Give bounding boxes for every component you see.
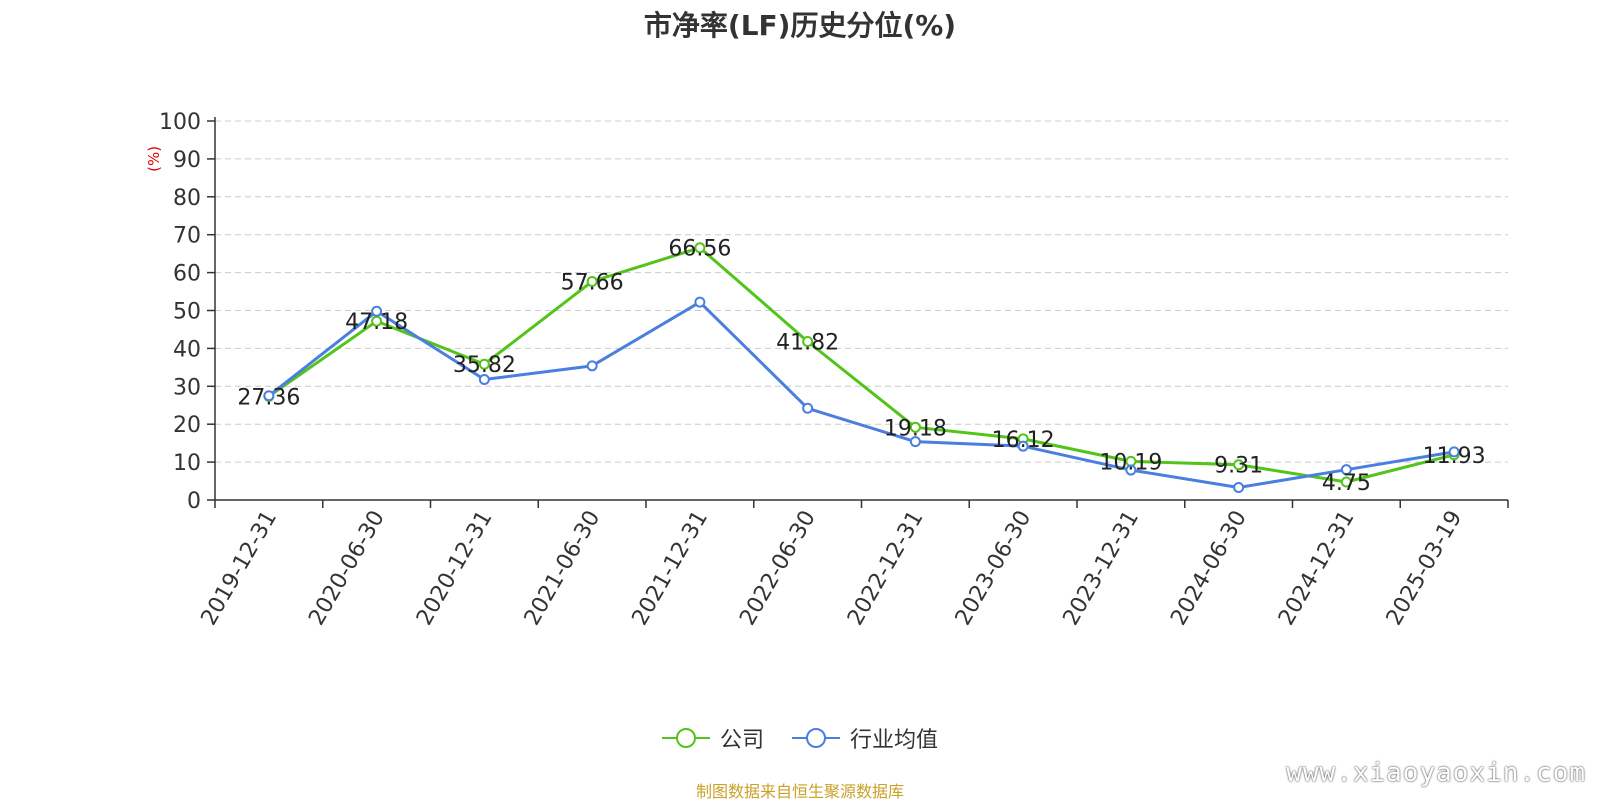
data-label: 47.18 <box>345 310 408 335</box>
data-label: 41.82 <box>776 331 839 356</box>
x-tick-label: 2022-06-30 <box>735 507 821 630</box>
y-tick-label: 30 <box>173 375 201 400</box>
data-label: 11.93 <box>1423 444 1486 469</box>
data-label: 10.19 <box>1099 450 1162 475</box>
data-point <box>1125 464 1137 476</box>
y-tick-label: 60 <box>173 262 201 287</box>
data-point <box>478 373 490 385</box>
data-point <box>478 358 490 370</box>
series-line-company <box>268 246 1455 484</box>
data-point <box>263 390 275 402</box>
chart-title: 市净率(LF)历史分位(%) <box>643 9 957 42</box>
data-point <box>909 436 921 448</box>
x-tick-label: 2020-12-31 <box>412 507 498 630</box>
data-label: 35.82 <box>453 353 516 378</box>
x-tick-label: 2021-06-30 <box>520 507 606 630</box>
x-tick-label: 2021-12-31 <box>627 507 713 630</box>
y-tick-label: 70 <box>173 224 201 249</box>
legend-label: 行业均值 <box>850 728 939 753</box>
y-tick-label: 80 <box>173 186 201 211</box>
data-point <box>1233 459 1245 471</box>
data-point <box>1017 440 1029 452</box>
data-point <box>371 305 383 317</box>
data-point <box>802 336 814 348</box>
data-label: 19.18 <box>884 416 947 441</box>
legend-marker-icon <box>661 728 710 748</box>
y-tick-label: 0 <box>187 489 201 514</box>
y-axis-label: (%) <box>145 146 163 172</box>
y-tick-label: 20 <box>173 413 201 438</box>
x-tick-label: 2023-12-31 <box>1058 507 1144 630</box>
legend-item-industry-average[interactable]: 行业均值 <box>792 722 938 754</box>
axis-layer: 0 10 20 30 40 50 60 70 80 90 100 (%) 2019-12-31 2020-… <box>145 110 1509 630</box>
data-label: 9.31 <box>1214 454 1263 479</box>
y-tick-label: 10 <box>173 451 201 476</box>
data-label: 16.12 <box>992 428 1055 453</box>
data-point <box>1340 476 1352 488</box>
data-point <box>802 402 814 414</box>
grid-layer <box>215 120 1508 463</box>
data-point <box>1340 464 1352 476</box>
data-point <box>586 275 598 287</box>
x-tick-label: 2024-12-31 <box>1274 507 1360 630</box>
data-label: 27.36 <box>237 385 300 410</box>
y-tick-label: 90 <box>173 148 201 173</box>
data-point <box>1233 481 1245 493</box>
source-note: 制图数据来自恒生聚源数据库 <box>695 782 904 801</box>
series-line-industry-average <box>267 300 1455 489</box>
data-label: 66.56 <box>668 237 731 262</box>
x-tick-label: 2022-12-31 <box>843 507 929 630</box>
legend: 公司 行业均值 <box>0 722 1600 754</box>
x-tick-label: 2023-06-30 <box>951 507 1037 630</box>
data-point <box>586 360 598 372</box>
data-point <box>694 242 706 254</box>
data-label: 4.75 <box>1322 471 1371 496</box>
data-point <box>909 421 921 433</box>
y-tick-label: 40 <box>173 337 201 362</box>
y-tick-label: 50 <box>173 300 201 325</box>
legend-label: 公司 <box>719 728 764 753</box>
watermark: www.xiaoyaoxin.com <box>1286 758 1586 788</box>
data-point <box>1448 446 1460 458</box>
data-point <box>694 296 706 308</box>
legend-marker-icon <box>792 728 840 748</box>
x-tick-label: 2025-03-19 <box>1382 507 1468 630</box>
series-layer <box>263 242 1460 493</box>
legend-item-company[interactable]: 公司 <box>661 722 764 754</box>
data-label-layer: 27.36 47.18 35.82 57.66 66.56 41.82 19.18 16.12… <box>237 237 1485 496</box>
data-label: 57.66 <box>561 270 624 295</box>
x-tick-label: 2020-06-30 <box>304 507 390 630</box>
x-tick-label: 2024-06-30 <box>1166 507 1252 630</box>
x-tick-label: 2019-12-31 <box>196 507 282 630</box>
y-tick-label: 100 <box>159 110 201 135</box>
